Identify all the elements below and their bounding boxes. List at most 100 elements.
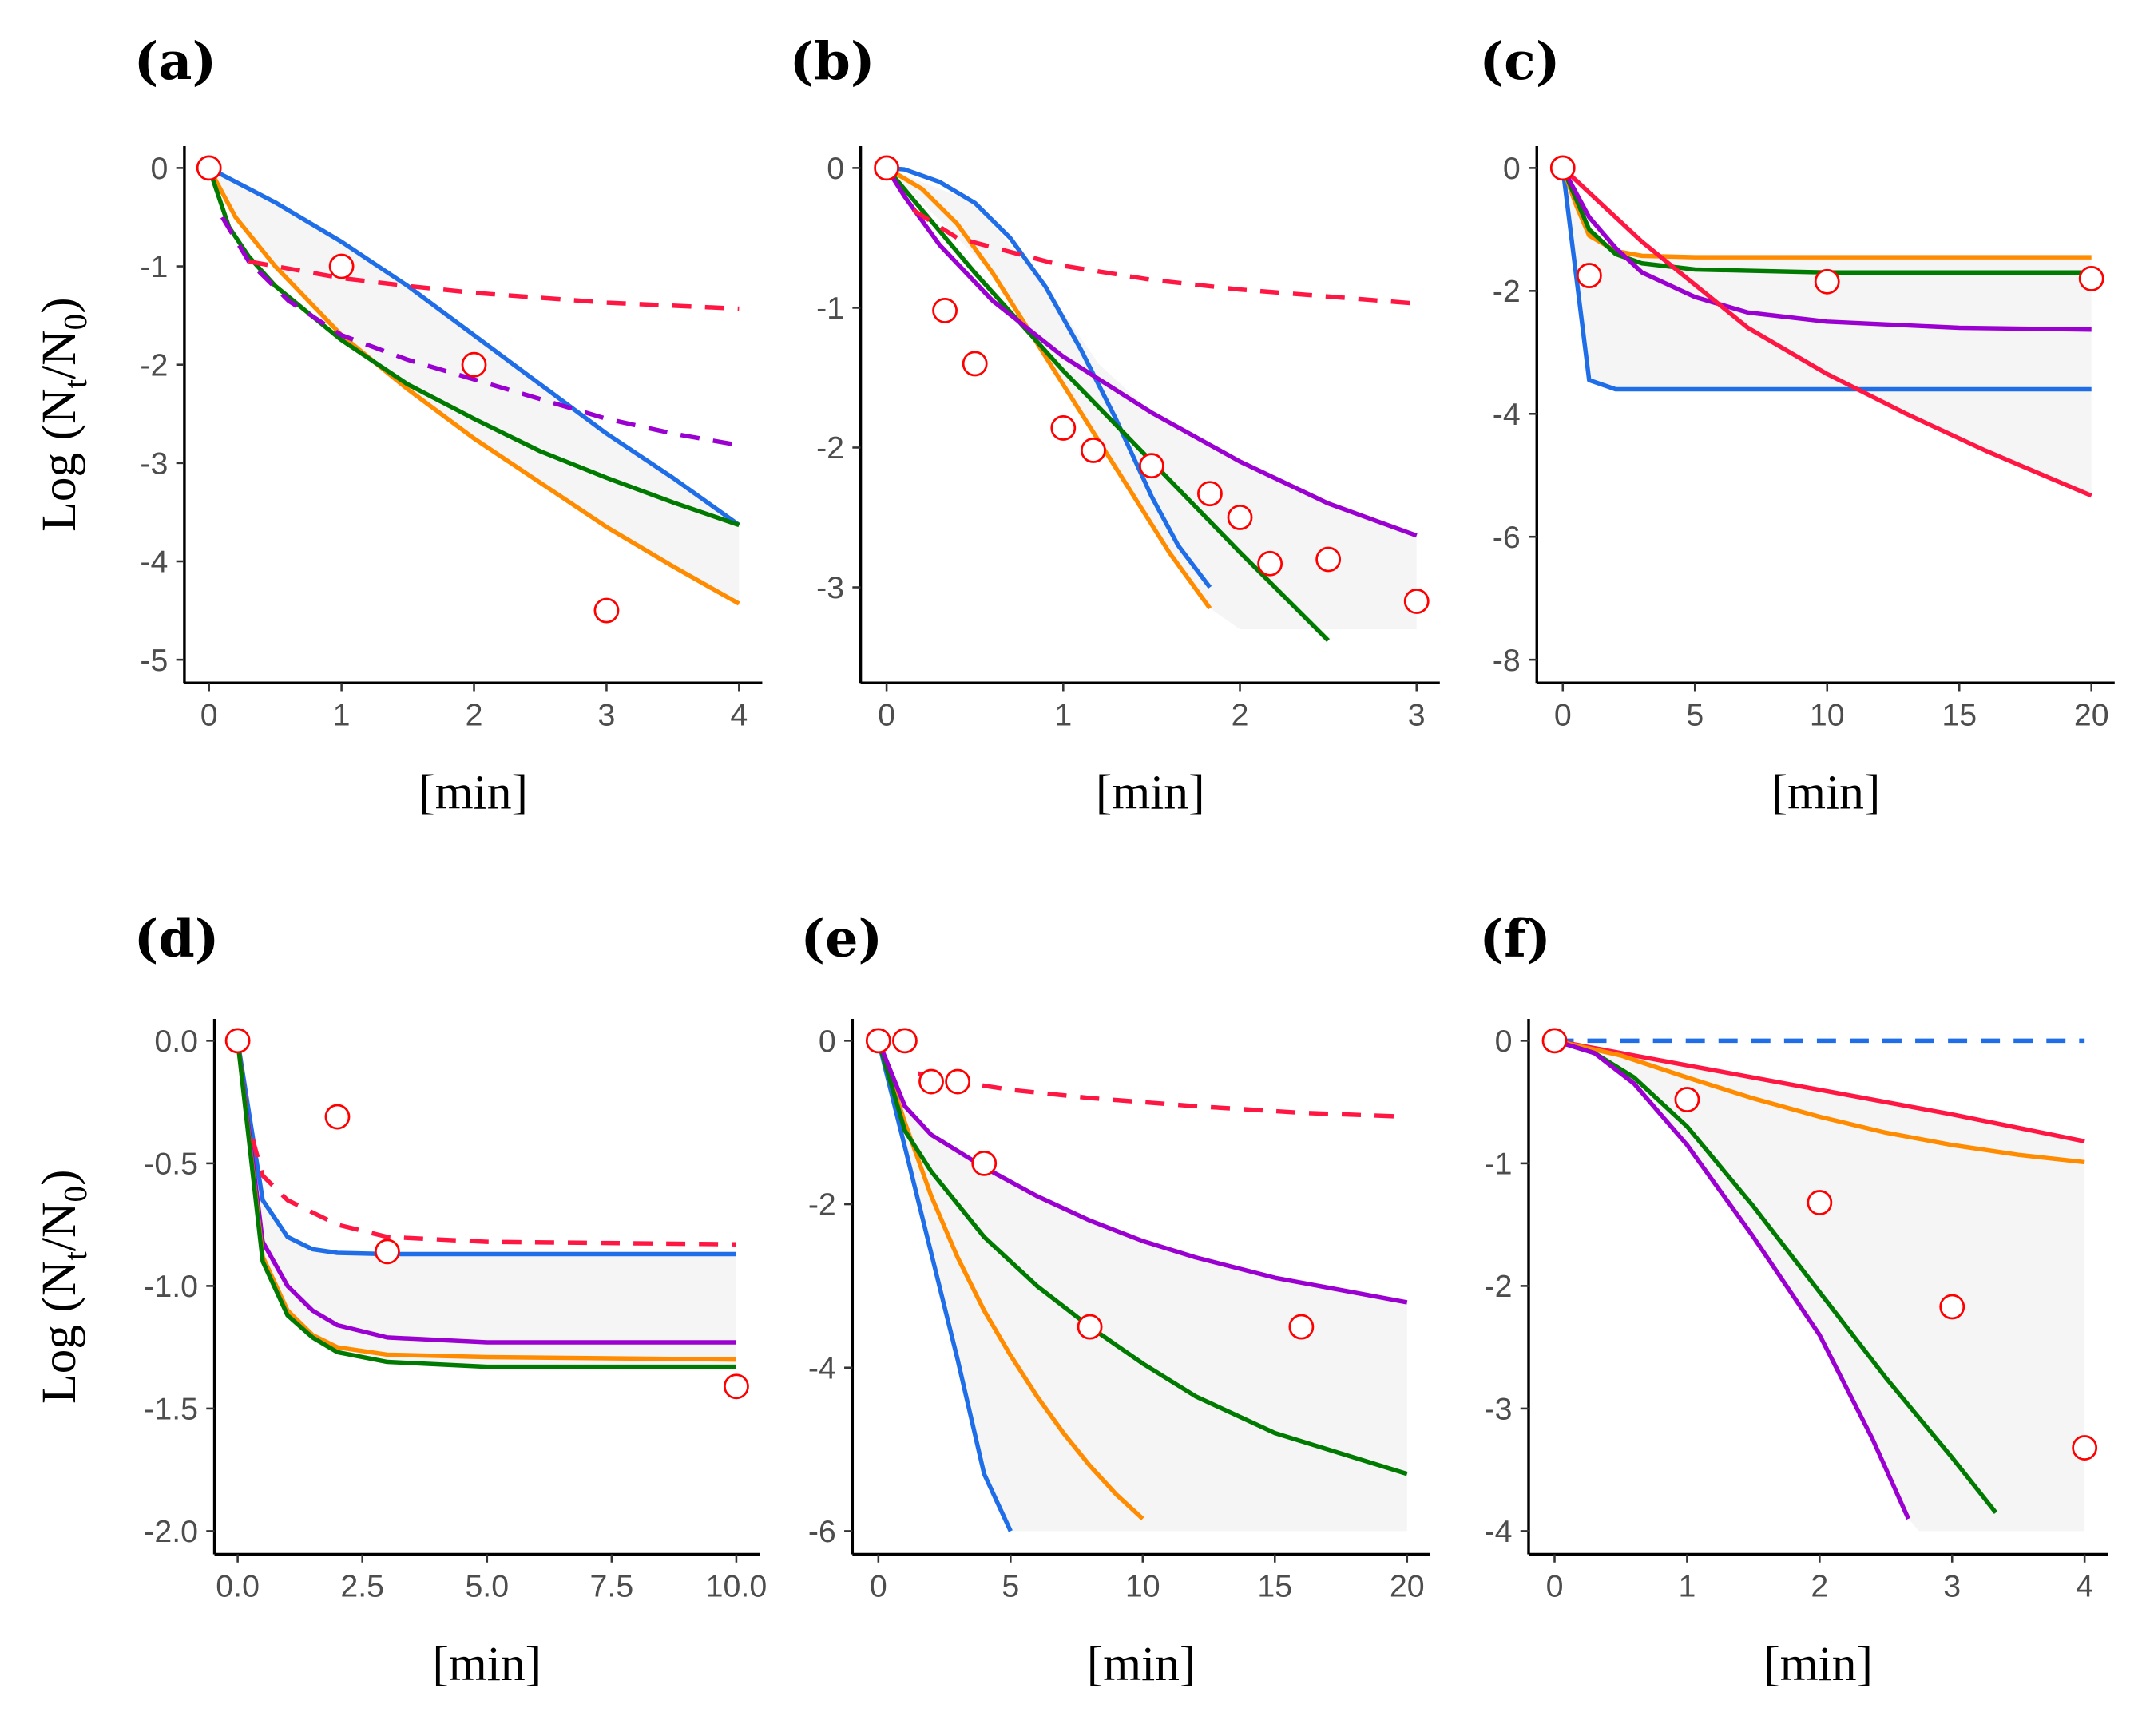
observed-point	[375, 1239, 400, 1265]
series-line-orange	[1553, 1038, 2085, 1165]
y-tick-label: -2	[140, 347, 168, 382]
observed-point	[1257, 550, 1283, 577]
observed-point	[2078, 266, 2104, 291]
x-tick-label: 2	[1232, 697, 1249, 732]
confidence-band	[208, 168, 740, 604]
series-line-orange	[207, 167, 740, 606]
y-tick-label: -1	[140, 249, 168, 284]
series-line-green	[876, 1040, 1408, 1476]
x-tick-label: 5	[1686, 697, 1704, 732]
y-tick-label: -2	[1493, 274, 1521, 309]
observed-point	[1050, 415, 1077, 441]
x-tick-label: 3	[598, 697, 616, 732]
y-tick-label: -4	[808, 1350, 836, 1385]
y-tick-label: -3	[140, 446, 168, 482]
series-line-red-dashed	[917, 1071, 1407, 1120]
x-tick-label: 10	[1810, 697, 1845, 732]
y-label-subscript: t	[57, 379, 93, 388]
y-tick-label: -8	[1493, 643, 1521, 678]
x-tick-label: 5.0	[465, 1569, 509, 1604]
confidence-band	[887, 168, 1417, 630]
y-tick-label: -4	[1493, 397, 1521, 432]
x-tick-label: 0	[1554, 697, 1572, 732]
confidence-band	[237, 1040, 736, 1367]
panel-f: 0 1 2 3 4 0 -1 -2 -3 -4 (f) [min]	[1479, 908, 2108, 1691]
panel-e: 0 5 10 15 20 0 -2 -4 -6 (e) [min]	[800, 908, 1430, 1691]
panel-label: (d)	[134, 908, 220, 969]
y-tick-label: -0.5	[144, 1147, 198, 1182]
x-axis-label: [min]	[1771, 766, 1881, 820]
observed-point	[1549, 155, 1576, 181]
observed-point	[945, 1068, 971, 1095]
confidence-band	[878, 1040, 1407, 1532]
y-tick-label: -2	[816, 430, 844, 466]
confidence-band	[1562, 168, 2092, 496]
observed-point	[1939, 1294, 1965, 1320]
observed-point	[461, 351, 487, 378]
y-label-text: )	[32, 297, 86, 314]
y-tick-label: 0.0	[154, 1024, 198, 1059]
y-tick-label: -1.0	[144, 1269, 198, 1304]
observed-point	[1077, 1314, 1103, 1340]
y-label-text: )	[32, 1169, 86, 1186]
series-line-blue	[876, 1040, 1013, 1532]
series-line-blue	[886, 165, 1212, 589]
observed-point	[962, 351, 988, 377]
y-label-subscript: t	[57, 1250, 93, 1260]
series-line-green	[884, 166, 1331, 642]
x-tick-label: 2.5	[340, 1569, 384, 1604]
observed-point	[1541, 1028, 1568, 1054]
observed-point	[892, 1028, 918, 1054]
observed-point	[1197, 481, 1223, 507]
y-label-text: Log (N	[32, 1260, 86, 1404]
observed-point	[1576, 263, 1602, 288]
x-tick-label: 10	[1125, 1569, 1160, 1604]
observed-point	[874, 155, 899, 181]
observed-point	[593, 597, 620, 624]
y-tick-label: -2	[1484, 1269, 1512, 1304]
observed-point	[1315, 546, 1342, 573]
x-axis-label: [min]	[1096, 766, 1205, 820]
x-tick-label: 0	[878, 697, 895, 732]
panel-c: 0 5 10 15 20 0 -2 -4 -6 -8 (c) [min]	[1479, 31, 2115, 820]
panel-d: 0.0 2.5 5.0 7.5 10.0 0.0 -0.5 -1.0 -1.5 -2.0 (d) [m…	[32, 908, 767, 1691]
series-line-purple	[1561, 167, 2092, 332]
series-line-purple	[1553, 1038, 1911, 1520]
observed-point	[971, 1150, 998, 1176]
observed-point	[918, 1068, 944, 1095]
series-line-orange	[1561, 167, 2092, 260]
series-line-green	[235, 1040, 736, 1369]
observed-point	[1139, 453, 1164, 479]
panel-label: (e)	[800, 908, 883, 969]
panel-a: 0 1 2 3 40-1-2-3-4-5(a)[min]Log (Nt/N0)	[32, 31, 763, 820]
y-tick-label: -6	[808, 1514, 836, 1549]
x-tick-label: 20	[2074, 697, 2109, 732]
series-line-red-dashed	[248, 259, 740, 311]
x-tick-label: 1	[1678, 1569, 1696, 1604]
y-label-text: /N	[32, 330, 86, 379]
x-tick-label: 7.5	[590, 1569, 634, 1604]
x-axis-label: [min]	[1763, 1637, 1873, 1691]
y-label-text: /N	[32, 1203, 86, 1252]
y-tick-label: -1.5	[144, 1392, 198, 1427]
series-line-orange	[876, 1040, 1144, 1521]
observed-point	[1807, 1190, 1833, 1215]
y-tick-label: -1	[816, 291, 844, 326]
x-tick-label: 15	[1942, 697, 1977, 732]
y-tick-label: 0	[1503, 151, 1521, 186]
x-tick-label: 10.0	[706, 1569, 768, 1604]
x-tick-label: 0	[200, 697, 218, 732]
x-axis-label: [min]	[418, 766, 528, 820]
x-tick-label: 2	[1811, 1569, 1828, 1604]
observed-point	[724, 1373, 749, 1400]
x-tick-label: 0.0	[216, 1569, 260, 1604]
x-axis-label: [min]	[432, 1637, 541, 1691]
y-tick-label: -3	[816, 570, 844, 605]
x-tick-label: 4	[2076, 1569, 2093, 1604]
x-tick-label: 1	[1054, 697, 1072, 732]
x-tick-label: 4	[730, 697, 748, 732]
panel-label: (f)	[1479, 908, 1550, 969]
y-tick-label: 0	[151, 151, 169, 186]
observed-point	[1403, 589, 1430, 614]
